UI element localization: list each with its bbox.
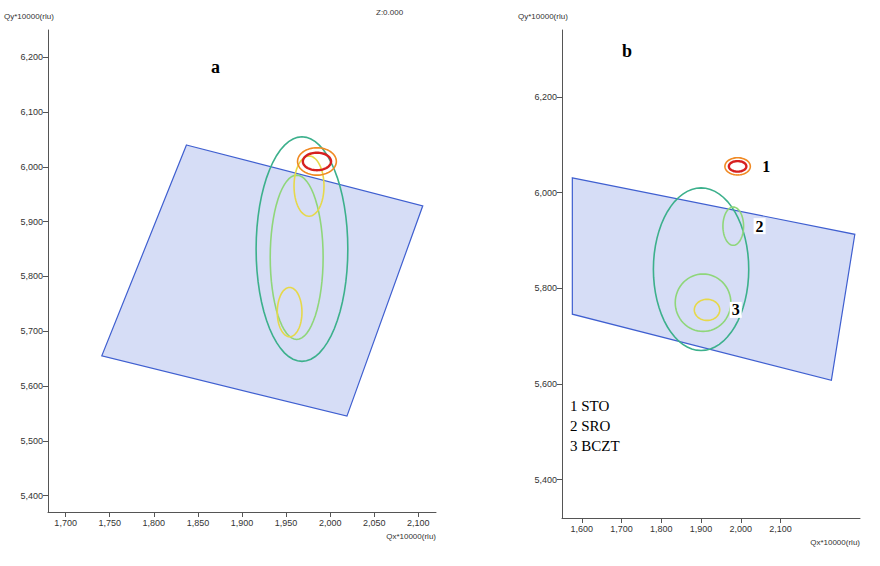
svg-text:5,400: 5,400 [20,491,43,501]
svg-text:5,800: 5,800 [20,271,43,281]
svg-text:6,100: 6,100 [20,107,43,117]
svg-text:2,050: 2,050 [363,518,386,528]
svg-text:1: 1 [762,158,770,175]
svg-text:5,800: 5,800 [534,283,557,293]
svg-text:1 STO: 1 STO [570,398,609,414]
svg-text:1,800: 1,800 [143,518,166,528]
svg-text:5,500: 5,500 [20,436,43,446]
svg-text:5,600: 5,600 [534,379,557,389]
svg-text:2: 2 [756,218,764,235]
svg-text:2,100: 2,100 [407,518,430,528]
svg-text:2,100: 2,100 [769,524,792,534]
svg-text:1,850: 1,850 [187,518,210,528]
svg-text:2,000: 2,000 [730,524,753,534]
svg-text:1,950: 1,950 [275,518,298,528]
svg-text:5,700: 5,700 [20,326,43,336]
svg-text:3 BCZT: 3 BCZT [570,438,620,454]
svg-text:5,400: 5,400 [534,475,557,485]
svg-text:a: a [211,57,220,77]
svg-text:5,600: 5,600 [20,381,43,391]
svg-text:Z:0.000: Z:0.000 [376,8,404,17]
svg-text:6,000: 6,000 [534,188,557,198]
svg-text:6,200: 6,200 [20,52,43,62]
svg-text:1,600: 1,600 [571,524,594,534]
svg-text:3: 3 [732,301,740,318]
svg-text:1,750: 1,750 [98,518,121,528]
svg-text:2,000: 2,000 [319,518,342,528]
svg-text:6,200: 6,200 [534,92,557,102]
svg-text:5,900: 5,900 [20,217,43,227]
svg-text:Qy*10000(rlu): Qy*10000(rlu) [518,12,568,21]
svg-text:1,900: 1,900 [231,518,254,528]
svg-text:Qx*10000(rlu): Qx*10000(rlu) [810,538,860,547]
svg-text:Qy*10000(rlu): Qy*10000(rlu) [4,12,54,21]
svg-text:1,900: 1,900 [690,524,713,534]
svg-text:1,700: 1,700 [54,518,77,528]
svg-text:6,000: 6,000 [20,162,43,172]
svg-text:Qx*10000(rlu): Qx*10000(rlu) [386,532,436,541]
svg-text:b: b [622,41,632,61]
svg-text:1,800: 1,800 [650,524,673,534]
svg-text:1,700: 1,700 [610,524,633,534]
svg-text:2 SRO: 2 SRO [570,418,611,434]
